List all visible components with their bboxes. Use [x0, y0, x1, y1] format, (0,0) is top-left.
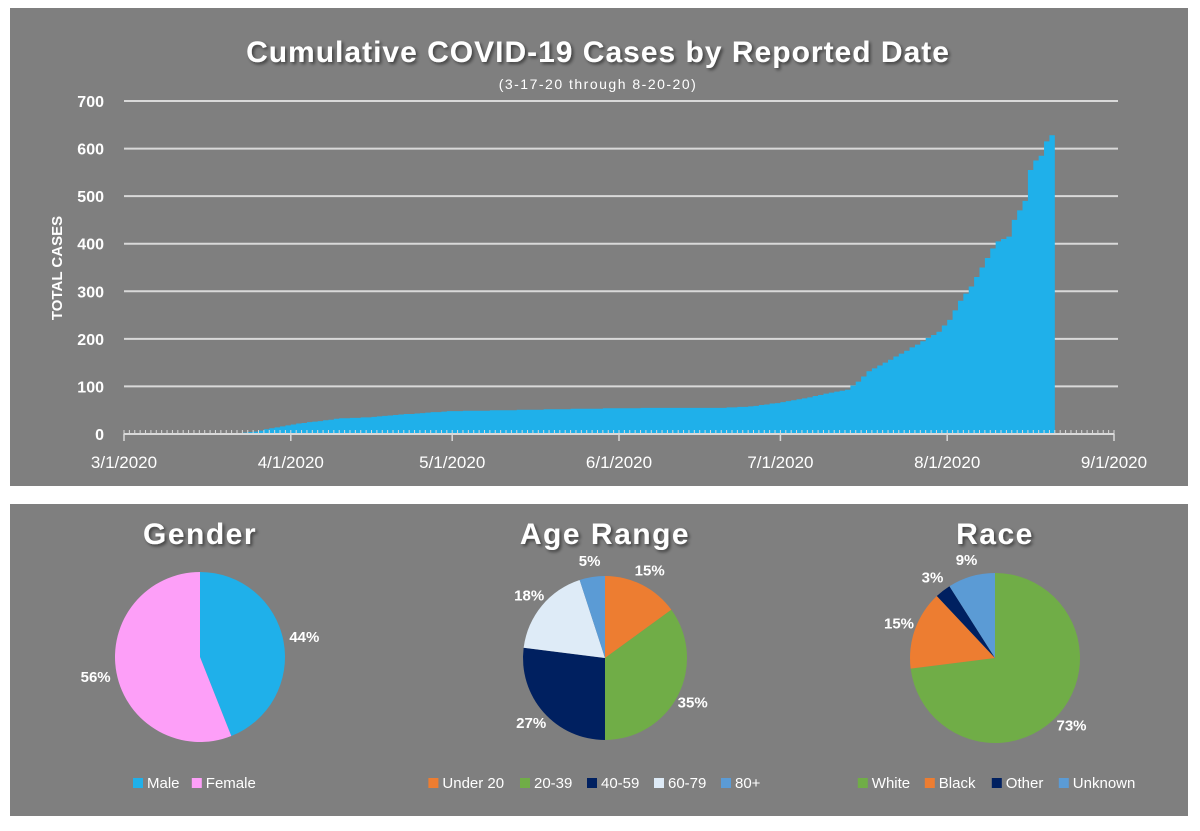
legend-label: Male	[147, 775, 180, 792]
legend-swatch	[587, 778, 597, 788]
pie-data-label: 35%	[678, 695, 708, 712]
pie-charts: Gender 44% 56% Male Female Age Range 15% 35% 27%…	[81, 518, 1136, 792]
legend-swatch	[1058, 778, 1069, 788]
pie-slice	[523, 647, 605, 740]
y-axis-label: TOTAL CASES	[49, 216, 66, 320]
pie-data-label: 15%	[635, 562, 665, 579]
pie-slice	[910, 573, 1081, 743]
x-tick-label: 3/1/2020	[91, 453, 157, 472]
legend-label: 40-59	[601, 775, 639, 792]
legend-label: Other	[1006, 775, 1044, 792]
legend-swatch	[991, 778, 1002, 788]
pie-data-label: 5%	[579, 553, 601, 570]
legend-label: Female	[206, 775, 256, 792]
pie-chart-race: Race 73% 15% 3% 9% White Black Other Unknown	[857, 518, 1136, 792]
pie-chart-age-range: Age Range 15% 35% 27% 18% 5% Under 20 20-39 40-5…	[428, 518, 761, 792]
legend-swatch	[857, 778, 868, 788]
y-tick-label: 0	[95, 427, 104, 444]
legend-label: Black	[939, 775, 976, 792]
pie-slice	[910, 596, 995, 669]
legend-swatch	[428, 778, 439, 788]
pie-data-label: 15%	[884, 615, 914, 632]
pie-slice	[114, 572, 232, 742]
gridlines	[124, 100, 1118, 388]
pie-chart-gender: Gender 44% 56% Male Female	[81, 518, 320, 792]
y-tick-label: 500	[77, 189, 104, 206]
pie-slice	[200, 572, 285, 737]
x-tick-label: 5/1/2020	[419, 453, 485, 472]
y-tick-label: 700	[77, 94, 104, 111]
pie-data-label: 44%	[289, 629, 319, 646]
pie-legend: Under 20 20-39 40-59 60-79 80+	[428, 775, 761, 792]
y-axis-ticks: 0 100 200 300 400 500 600 700	[77, 94, 104, 444]
pie-title: Race	[956, 518, 1034, 551]
legend-label: Under 20	[442, 775, 504, 792]
pie-slice	[605, 576, 672, 658]
legend-label: 60-79	[668, 775, 706, 792]
pie-data-label: 3%	[922, 569, 944, 586]
y-tick-label: 600	[77, 142, 104, 159]
pie-slice	[579, 576, 605, 658]
legend-label: White	[872, 775, 910, 792]
legend-label: 20-39	[534, 775, 572, 792]
legend-swatch	[924, 778, 935, 788]
area-series	[210, 135, 1055, 434]
y-tick-label: 300	[77, 284, 104, 301]
x-tick-label: 9/1/2020	[1081, 453, 1147, 472]
pie-data-label: 73%	[1056, 717, 1086, 734]
x-axis-ticks: 3/1/2020 4/1/2020 5/1/2020 6/1/2020 7/1/2020…	[91, 434, 1147, 472]
chart-subtitle: (3-17-20 through 8-20-20)	[499, 76, 698, 92]
pie-slice	[936, 586, 995, 658]
pie-slice	[523, 580, 605, 658]
x-tick-label: 8/1/2020	[914, 453, 980, 472]
legend-label: Unknown	[1073, 775, 1136, 792]
area-fill	[210, 135, 1055, 434]
y-tick-label: 400	[77, 237, 104, 254]
y-tick-label: 200	[77, 332, 104, 349]
pie-legend: White Black Other Unknown	[857, 775, 1136, 792]
legend-swatch	[721, 778, 731, 788]
pie-title: Gender	[143, 518, 257, 551]
x-tick-label: 6/1/2020	[586, 453, 652, 472]
pie-slice	[949, 573, 995, 658]
pie-legend: Male Female	[133, 775, 256, 792]
legend-swatch	[133, 778, 143, 788]
pie-data-label: 18%	[514, 587, 544, 604]
pie-data-label: 9%	[956, 552, 978, 569]
pie-title: Age Range	[520, 518, 690, 551]
legend-label: 80+	[735, 775, 761, 792]
x-tick-label: 4/1/2020	[258, 453, 324, 472]
chart-title: Cumulative COVID-19 Cases by Reported Da…	[246, 36, 950, 69]
pie-data-label: 56%	[81, 669, 111, 686]
y-tick-label: 100	[77, 379, 104, 396]
pie-data-label: 27%	[516, 715, 546, 732]
legend-swatch	[520, 778, 530, 788]
legend-swatch	[654, 778, 664, 788]
x-tick-label: 7/1/2020	[747, 453, 813, 472]
pie-slice	[605, 609, 687, 740]
legend-swatch	[191, 778, 202, 788]
